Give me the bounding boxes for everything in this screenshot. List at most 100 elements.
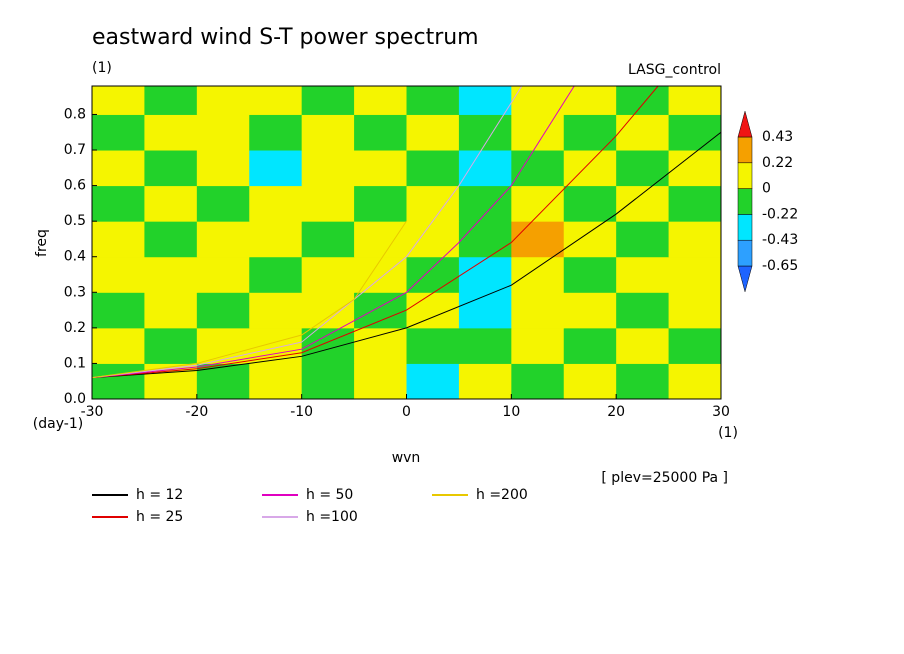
y-tick-label: 0.1 [64,355,86,371]
legend-label: h = 25 [136,509,183,525]
contour-cell [458,221,512,258]
contour-cell [144,114,198,151]
contour-cell [406,363,460,400]
x-tick-label: -10 [290,404,313,420]
contour-field [92,86,722,400]
contour-cell [301,150,355,187]
contour-cell [301,327,355,364]
contour-cell [92,185,145,222]
colorbar-label: -0.65 [762,258,798,274]
contour-cell [511,114,565,151]
contour-cell [196,86,250,115]
x-tick-label: 20 [607,404,625,420]
contour-cell [616,221,670,258]
contour-cell [196,185,250,222]
contour-cell [354,114,407,151]
contour-cell [563,86,617,115]
contour-cell [406,327,460,364]
contour-cell [511,327,565,364]
contour-cell [249,292,303,329]
contour-cell [144,292,198,329]
colorbar-label: -0.43 [762,232,798,248]
contour-cell [511,256,565,293]
contour-cell [354,327,407,364]
contour-cell [406,86,460,115]
contour-cell [616,363,670,400]
contour-cell [458,327,512,364]
contour-cell [249,327,303,364]
contour-cell [563,292,617,329]
contour-cell [563,221,617,258]
contour-cell [354,363,407,400]
contour-cell [668,363,722,400]
contour-cell [668,185,722,222]
contour-cell [458,150,512,187]
y-tick-label: 0.4 [64,249,86,265]
dispersion-curve [91,220,407,379]
annotation: [ plev=25000 Pa ] [601,470,728,486]
colorbar-label: 0.22 [762,155,793,171]
legend-label: h =100 [306,509,358,525]
contour-cell [406,185,460,222]
contour-cell [301,86,355,115]
contour-cell [616,114,670,151]
contour-cell [92,327,145,364]
contour-cell [144,86,198,115]
contour-cell [616,256,670,293]
contour-cell [144,327,198,364]
x-axis-title: wvn [392,450,421,466]
contour-cell [92,363,145,400]
contour-cell [196,292,250,329]
contour-cell [354,221,407,258]
contour-cell [458,86,512,115]
colorbar-box [737,162,753,189]
contour-cell [249,256,303,293]
x-tick-label: 0 [402,404,411,420]
y-tick-label: 0.0 [64,391,86,407]
contour-cell [249,150,303,187]
contour-cell [354,86,407,115]
contour-cell [616,327,670,364]
contour-cell [563,363,617,400]
contour-cell [249,114,303,151]
run-label: LASG_control [628,62,721,78]
contour-cell [144,150,198,187]
contour-cell [92,221,145,258]
contour-cell [196,150,250,187]
contour-cell [458,256,512,293]
colorbar-label: 0.43 [762,129,793,145]
y-tick-label: 0.5 [64,213,86,229]
y-tick-label: 0.3 [64,284,86,300]
y-tick-label: 0.2 [64,320,86,336]
colorbar-box [737,136,753,164]
y-axis-title: freq [34,229,50,257]
contour-cell [354,292,407,329]
colorbar-triangle [737,265,753,293]
contour-cell [92,86,145,115]
contour-cell [668,114,722,151]
contour-cell [249,185,303,222]
contour-cell [144,363,198,400]
y-tick-label: 0.6 [64,178,86,194]
contour-cell [301,363,355,400]
contour-cell [144,221,198,258]
y-tick-label: 0.7 [64,142,86,158]
contour-cell [92,292,145,329]
contour-cell [668,256,722,293]
contour-cell [668,86,722,115]
contour-cell [354,185,407,222]
contour-cell [511,363,565,400]
contour-cell [668,292,722,329]
x-tick-label: -20 [185,404,208,420]
contour-cell [511,221,565,258]
contour-cell [458,363,512,400]
colorbar-box [737,214,753,241]
contour-cell [196,363,250,400]
contour-cell [616,86,670,115]
contour-cell [616,185,670,222]
contour-cell [92,150,145,187]
x-unit: (1) [718,425,738,441]
colorbar-triangle [737,110,753,138]
contour-cell [301,114,355,151]
